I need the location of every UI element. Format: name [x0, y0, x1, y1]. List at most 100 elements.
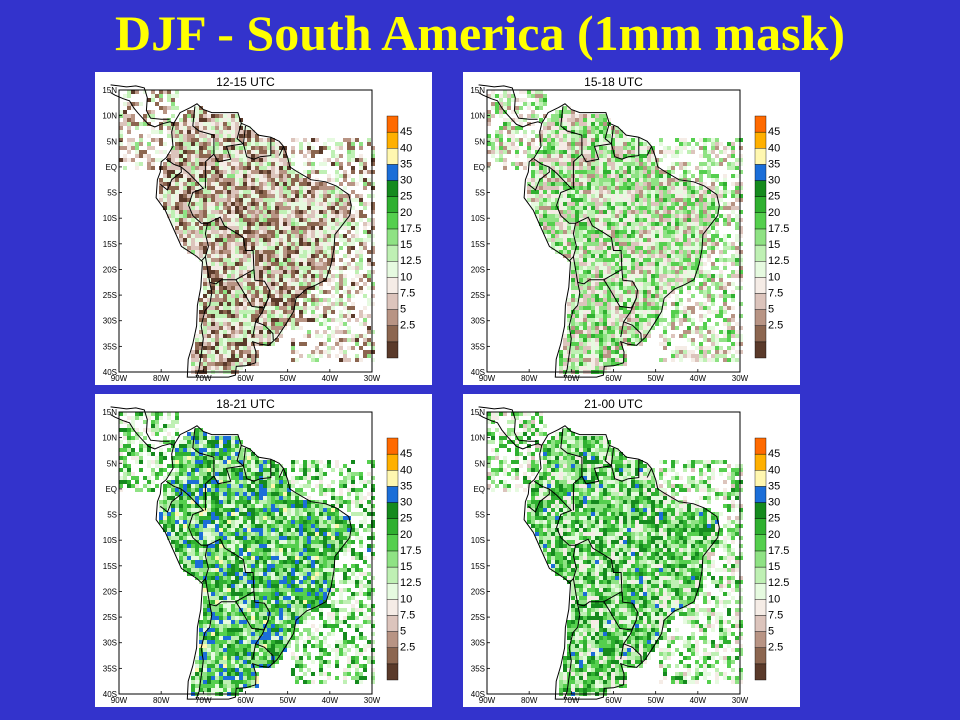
- colorbar-swatch: [386, 212, 399, 230]
- colorbar-swatch: [386, 518, 399, 535]
- lon-tick-label: 70W: [195, 696, 212, 705]
- lon-tick-label: 30W: [364, 696, 381, 705]
- lat-tick-label: 15S: [103, 240, 117, 249]
- map-svg: 18-21 UTC 15N 10N 5N EQ 5S 10S 15S 20S 25S 30S 35S 4…: [102, 397, 421, 705]
- lon-tick-label: 90W: [479, 374, 496, 383]
- colorbar-label: 10: [400, 593, 412, 605]
- colorbar-label: 15: [400, 561, 412, 573]
- lat-tick-label: 30S: [103, 317, 117, 326]
- lon-tick-label: 70W: [195, 374, 212, 383]
- colorbar-swatch: [386, 534, 399, 552]
- lat-tick-label: 30S: [103, 639, 117, 648]
- colorbar-swatch: [386, 582, 399, 600]
- colorbar-swatch: [386, 486, 399, 503]
- colorbar-swatch: [386, 277, 399, 294]
- colorbar-label: 12.5: [768, 255, 789, 267]
- colorbar-swatch: [386, 228, 399, 246]
- lat-tick-label: 15N: [102, 408, 117, 417]
- lat-tick-label: 35S: [471, 342, 485, 351]
- lat-tick-label: EQ: [473, 485, 485, 494]
- colorbar-swatch: [754, 615, 767, 632]
- lon-tick-label: 90W: [111, 696, 128, 705]
- colorbar-swatch: [754, 180, 767, 197]
- map-svg: 21-00 UTC 15N 10N 5N EQ 5S 10S 15S 20S 25S 30S 35S 4…: [470, 397, 789, 705]
- colorbar-label: 15: [768, 239, 780, 251]
- lat-tick-label: 5N: [475, 459, 485, 468]
- colorbar-swatch: [386, 599, 399, 616]
- lon-tick-label: 30W: [364, 374, 381, 383]
- lat-tick-label: 10S: [103, 536, 117, 545]
- colorbar-swatch: [754, 582, 767, 600]
- lon-tick-label: 70W: [563, 374, 580, 383]
- colorbar-label: 25: [768, 513, 780, 525]
- lon-tick-label: 40W: [690, 696, 707, 705]
- colorbar-label: 20: [768, 207, 780, 219]
- colorbar-label: 10: [400, 271, 412, 283]
- lat-tick-label: 10S: [103, 214, 117, 223]
- colorbar-label: 10: [768, 593, 780, 605]
- precip-field: [487, 90, 743, 374]
- colorbar-label: 2.5: [400, 642, 415, 654]
- lat-tick-label: 25S: [471, 291, 485, 300]
- colorbar-label: 40: [400, 464, 412, 476]
- colorbar-swatch: [754, 212, 767, 230]
- lon-tick-label: 50W: [647, 374, 664, 383]
- panel-title: 18-21 UTC: [216, 397, 275, 411]
- lon-tick-label: 70W: [563, 696, 580, 705]
- colorbar-label: 20: [400, 207, 412, 219]
- lat-tick-label: 30S: [471, 639, 485, 648]
- colorbar-swatch: [386, 437, 399, 455]
- colorbar-swatch: [754, 486, 767, 503]
- lat-tick-label: 15S: [103, 562, 117, 571]
- lon-tick-label: 60W: [605, 696, 622, 705]
- lon-tick-label: 40W: [690, 374, 707, 383]
- lat-tick-label: 5N: [107, 137, 117, 146]
- colorbar-label: 2.5: [400, 320, 415, 332]
- colorbar-swatch: [386, 453, 399, 471]
- colorbar-label: 45: [768, 448, 780, 460]
- lat-tick-label: 10N: [470, 434, 485, 443]
- lon-tick-label: 80W: [521, 696, 538, 705]
- lat-tick-label: 5N: [107, 459, 117, 468]
- colorbar-label: 5: [768, 304, 774, 316]
- colorbar-label: 25: [400, 191, 412, 203]
- colorbar-swatch: [754, 631, 767, 648]
- lat-tick-label: 20S: [103, 265, 117, 274]
- colorbar: 2.5 5 7.5 10 12.5 15 17.5 20 25 30 35 40 45: [754, 437, 789, 681]
- colorbar-swatch: [754, 534, 767, 552]
- lat-tick-label: 20S: [103, 587, 117, 596]
- lat-tick-label: 10N: [102, 434, 117, 443]
- colorbar-label: 25: [768, 191, 780, 203]
- colorbar-swatch: [386, 325, 399, 343]
- colorbar-swatch: [754, 470, 767, 487]
- lon-tick-label: 60W: [237, 696, 254, 705]
- colorbar-swatch: [754, 131, 767, 149]
- colorbar-swatch: [754, 502, 767, 519]
- colorbar: 2.5 5 7.5 10 12.5 15 17.5 20 25 30 35 40 45: [754, 115, 789, 359]
- lat-tick-label: 5S: [475, 189, 485, 198]
- colorbar-swatch: [754, 309, 767, 326]
- colorbar-label: 45: [768, 126, 780, 138]
- colorbar-swatch: [386, 647, 399, 665]
- coastline: [110, 406, 352, 700]
- colorbar-label: 25: [400, 513, 412, 525]
- colorbar-label: 12.5: [400, 255, 421, 267]
- colorbar-swatch: [754, 277, 767, 294]
- lat-tick-label: 25S: [471, 613, 485, 622]
- colorbar-swatch: [754, 196, 767, 213]
- colorbar-label: 2.5: [768, 320, 783, 332]
- colorbar-swatch: [754, 647, 767, 665]
- lon-tick-label: 60W: [237, 374, 254, 383]
- lat-tick-label: 5S: [107, 189, 117, 198]
- lon-tick-label: 30W: [732, 374, 749, 383]
- map-panel-21-00: 21-00 UTC 15N 10N 5N EQ 5S 10S 15S 20S 25S 30S 35S 4…: [463, 394, 800, 707]
- colorbar-label: 17.5: [768, 545, 789, 557]
- precip-field: [487, 412, 743, 696]
- colorbar-swatch: [754, 663, 767, 681]
- lat-tick-label: 30S: [471, 317, 485, 326]
- colorbar-swatch: [754, 518, 767, 535]
- colorbar-swatch: [754, 293, 767, 310]
- lon-tick-label: 30W: [732, 696, 749, 705]
- colorbar-label: 10: [768, 271, 780, 283]
- colorbar-label: 30: [400, 175, 412, 187]
